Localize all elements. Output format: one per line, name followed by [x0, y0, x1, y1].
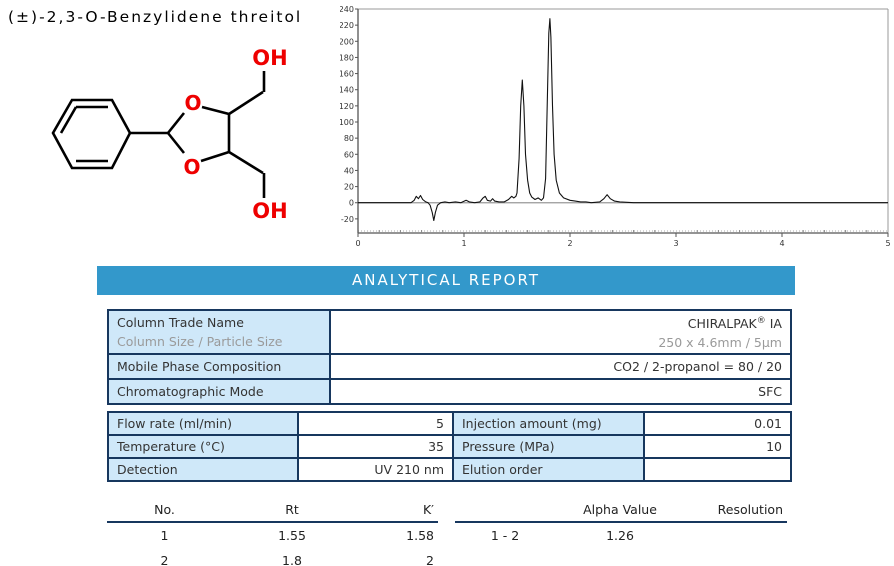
- conditions-table: Flow rate (ml/min) 5 Injection amount (m…: [107, 411, 792, 482]
- y-tick-label: 120: [340, 102, 354, 111]
- table-row: Mobile Phase Composition CO2 / 2-propano…: [107, 353, 792, 380]
- column-trade-name-label: Column Trade Name: [117, 315, 244, 330]
- dioxolane-ring: [130, 71, 266, 198]
- alpha-value: 1.26: [606, 528, 634, 543]
- y-tick-label: 80: [344, 134, 354, 143]
- registered-mark: ®: [756, 315, 766, 326]
- brand-suffix: IA: [769, 316, 782, 332]
- table-row: Detection UV 210 nm Elution order: [107, 457, 792, 482]
- rt-header: Rt: [222, 498, 362, 523]
- bond: [200, 150, 230, 163]
- temperature-value: 35: [297, 434, 454, 459]
- atom-label-oh-bottom: OH: [252, 199, 287, 223]
- peak-no: 2: [160, 553, 169, 566]
- peak-pair: 1 - 2: [490, 528, 520, 543]
- peak-rt: 1.55: [278, 528, 306, 543]
- alpha-value-header: Alpha Value: [555, 498, 685, 523]
- table-row: 1 - 2 1.26: [455, 522, 787, 548]
- peak-k-prime: 1.58: [406, 528, 434, 543]
- table-row: Column Trade Name Column Size / Particle…: [107, 309, 792, 355]
- y-tick-label: 100: [340, 118, 354, 127]
- y-tick-label: 160: [340, 70, 354, 79]
- detection-value: UV 210 nm: [297, 457, 454, 482]
- elution-order-value: [643, 457, 792, 482]
- no-header: No.: [107, 498, 222, 523]
- table-row: 1 1.55 1.58: [107, 522, 438, 548]
- temperature-label: Temperature (°C): [107, 434, 299, 459]
- retention-results-table: No. Rt K′ 1 1.55 1.58 2 1.8 2: [107, 498, 438, 566]
- chromatographic-mode-value: SFC: [329, 378, 792, 405]
- y-tick-label: 60: [344, 150, 354, 159]
- chromatogram-trace: [358, 18, 888, 222]
- injection-amount-label: Injection amount (mg): [452, 411, 645, 436]
- double-bond: [59, 106, 78, 134]
- y-tick-label: -20: [341, 215, 354, 224]
- y-tick-label: 220: [340, 21, 354, 30]
- mobile-phase-label: Mobile Phase Composition: [107, 353, 331, 380]
- table-row: 2 1.8 2: [107, 548, 438, 566]
- y-tick-label: 140: [340, 86, 354, 95]
- column-trade-name-label-cell: Column Trade Name Column Size / Particle…: [107, 309, 331, 355]
- bond: [228, 90, 264, 116]
- table-row: Flow rate (ml/min) 5 Injection amount (m…: [107, 411, 792, 436]
- detection-label: Detection: [107, 457, 299, 482]
- resolution-value: [685, 522, 787, 548]
- molecule-structure: OH O O OH: [51, 46, 288, 223]
- y-tick-label: 240: [340, 5, 354, 14]
- brand-name: CHIRALPAK: [687, 316, 757, 332]
- atom-label-oh-top: OH: [252, 46, 287, 70]
- k-prime-header: K′: [362, 498, 438, 523]
- table-header-row: No. Rt K′: [107, 498, 438, 523]
- report-header-banner: ANALYTICAL REPORT: [97, 266, 795, 295]
- injection-amount-value: 0.01: [643, 411, 792, 436]
- peak-rt: 1.8: [282, 553, 302, 566]
- atom-label-o-bottom: O: [183, 155, 200, 179]
- pressure-value: 10: [643, 434, 792, 459]
- elution-order-label: Elution order: [452, 457, 645, 482]
- bond: [166, 112, 186, 134]
- benzene-ring: [51, 98, 132, 170]
- compound-title: (±)-2,3-O-Benzylidene threitol: [8, 8, 303, 26]
- mobile-phase-value: CO2 / 2-propanol = 80 / 20: [329, 353, 792, 380]
- flow-rate-value: 5: [297, 411, 454, 436]
- y-tick-label: 180: [340, 53, 354, 62]
- report-header-label: ANALYTICAL REPORT: [352, 271, 540, 289]
- x-tick-label: 2: [567, 239, 572, 248]
- table-row: Chromatographic Mode SFC: [107, 378, 792, 405]
- chromatographic-mode-label: Chromatographic Mode: [107, 378, 331, 405]
- column-size-value: 250 x 4.6mm / 5µm: [658, 335, 782, 351]
- table-header-row: Alpha Value Resolution: [455, 498, 787, 523]
- bond: [201, 105, 230, 116]
- peak-k-prime: 2: [426, 553, 434, 566]
- flow-rate-label: Flow rate (ml/min): [107, 411, 299, 436]
- y-tick-label: 200: [340, 37, 354, 46]
- x-tick-label: 1: [461, 239, 466, 248]
- x-tick-label: 0: [355, 239, 360, 248]
- bond: [228, 150, 264, 175]
- x-tick-label: 4: [779, 239, 784, 248]
- y-tick-label: 20: [344, 183, 354, 192]
- bond: [166, 132, 186, 154]
- table-row: Temperature (°C) 35 Pressure (MPa) 10: [107, 434, 792, 459]
- column-info-table: Column Trade Name Column Size / Particle…: [107, 309, 792, 405]
- x-tick-label: 5: [885, 239, 890, 248]
- column-trade-name-value-cell: CHIRALPAK® IA 250 x 4.6mm / 5µm: [329, 309, 792, 355]
- y-tick-label: 0: [349, 199, 354, 208]
- pressure-label: Pressure (MPa): [452, 434, 645, 459]
- chromatogram-plot: -20 0 20 40 60 80 100 120 140 160 180 200 220 240 0 1 2 3…: [340, 5, 891, 248]
- atom-label-o-top: O: [184, 91, 201, 115]
- separation-results-table: Alpha Value Resolution 1 - 2 1.26: [455, 498, 787, 548]
- y-tick-label: 40: [344, 166, 354, 175]
- column-trade-name-value: CHIRALPAK® IA: [339, 312, 782, 333]
- resolution-header: Resolution: [685, 498, 787, 523]
- pair-header: [455, 498, 555, 523]
- peak-no: 1: [160, 528, 169, 543]
- column-size-label: Column Size / Particle Size: [117, 334, 283, 349]
- x-tick-label: 3: [673, 239, 678, 248]
